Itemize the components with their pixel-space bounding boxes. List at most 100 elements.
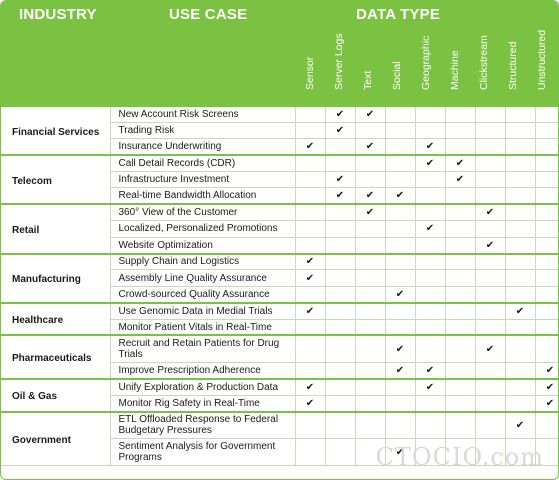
empty-cell	[475, 319, 506, 336]
empty-cell	[295, 438, 326, 467]
checkmark-icon: ✔	[415, 220, 446, 238]
empty-cell	[415, 301, 446, 320]
empty-cell	[475, 269, 506, 287]
data-type-label-text: Unstructured	[536, 29, 548, 90]
empty-cell	[445, 237, 476, 255]
data-type-label: Text	[353, 30, 382, 102]
checkmark-icon: ✔	[355, 138, 386, 156]
checkmark-icon: ✔	[295, 269, 326, 287]
checkmark-icon: ✔	[415, 154, 446, 173]
empty-cell	[385, 395, 416, 413]
empty-cell	[505, 237, 536, 255]
industry-cell: Government	[1, 410, 111, 467]
checkmark-icon: ✔	[445, 171, 476, 189]
empty-cell	[325, 220, 356, 238]
industry-cell: Retail	[1, 203, 111, 255]
use-case-cell: Infrastructure Investment	[110, 171, 296, 189]
matrix-table: Financial Services New Account Risk Scree…	[1, 104, 558, 467]
empty-cell	[445, 377, 476, 396]
data-type-label-text: Social	[391, 61, 403, 90]
empty-cell	[415, 410, 446, 440]
empty-cell	[385, 237, 416, 255]
empty-cell	[295, 203, 326, 222]
empty-cell	[535, 252, 558, 271]
use-case-cell: Website Optimization	[110, 237, 296, 255]
empty-cell	[505, 395, 536, 413]
table-row: Insurance Underwriting ✔ ✔ ✔	[1, 138, 558, 156]
use-case-cell: Localized, Personalized Promotions	[110, 220, 296, 238]
data-type-label: Sensor	[295, 30, 324, 102]
empty-cell	[415, 187, 446, 205]
empty-cell	[445, 252, 476, 271]
empty-cell	[385, 410, 416, 440]
empty-cell	[415, 122, 446, 140]
empty-cell	[535, 104, 558, 123]
empty-cell	[535, 220, 558, 238]
empty-cell	[295, 104, 326, 123]
empty-cell	[355, 319, 386, 336]
empty-cell	[385, 220, 416, 238]
industry-cell: Telecom	[1, 154, 111, 205]
checkmark-icon: ✔	[385, 334, 416, 363]
empty-cell	[415, 438, 446, 467]
empty-cell	[325, 154, 356, 173]
empty-cell	[535, 319, 558, 336]
empty-cell	[475, 301, 506, 320]
empty-cell	[355, 237, 386, 255]
empty-cell	[475, 410, 506, 440]
empty-cell	[535, 203, 558, 222]
checkmark-icon: ✔	[535, 395, 558, 413]
table-row: Monitor Patient Vitals in Real-Time	[1, 319, 558, 336]
use-case-cell: Use Genomic Data in Medial Trials	[110, 301, 296, 320]
empty-cell	[445, 319, 476, 336]
empty-cell	[445, 301, 476, 320]
empty-cell	[295, 334, 326, 363]
checkmark-icon: ✔	[445, 154, 476, 173]
empty-cell	[505, 286, 536, 304]
data-type-label-text: Sensor	[304, 56, 316, 90]
checkmark-icon: ✔	[325, 104, 356, 123]
use-case-cell: Supply Chain and Logistics	[110, 252, 296, 271]
empty-cell	[535, 187, 558, 205]
empty-cell	[325, 319, 356, 336]
checkmark-icon: ✔	[295, 395, 326, 413]
checkmark-icon: ✔	[325, 187, 356, 205]
empty-cell	[355, 154, 386, 173]
empty-cell	[415, 395, 446, 413]
empty-cell	[445, 138, 476, 156]
checkmark-icon: ✔	[475, 203, 506, 222]
empty-cell	[385, 269, 416, 287]
use-case-cell: New Account Risk Screens	[110, 104, 296, 123]
empty-cell	[355, 252, 386, 271]
empty-cell	[535, 237, 558, 255]
empty-cell	[355, 438, 386, 467]
empty-cell	[355, 301, 386, 320]
data-type-label-text: Clickstream	[478, 35, 490, 90]
table-row: Infrastructure Investment ✔ ✔	[1, 171, 558, 189]
use-case-cell: Monitor Rig Safety in Real-Time	[110, 395, 296, 413]
use-case-cell: Call Detail Records (CDR)	[110, 154, 296, 173]
checkmark-icon: ✔	[355, 187, 386, 205]
data-type-header: DATA TYPE	[356, 6, 441, 23]
use-case-cell: Recruit and Retain Patients for Drug Tri…	[110, 334, 296, 363]
data-type-label-text: Machine	[449, 50, 461, 90]
empty-cell	[505, 154, 536, 173]
checkmark-icon: ✔	[475, 334, 506, 363]
data-type-label: Unstructured	[527, 30, 556, 102]
table-row: Manufacturing Supply Chain and Logistics ✔	[1, 252, 558, 304]
empty-cell	[355, 334, 386, 363]
checkmark-icon: ✔	[385, 438, 416, 467]
empty-cell	[535, 410, 558, 440]
checkmark-icon: ✔	[385, 187, 416, 205]
industry-cell: Manufacturing	[1, 252, 111, 304]
use-case-cell: Insurance Underwriting	[110, 138, 296, 156]
empty-cell	[355, 286, 386, 304]
empty-cell	[475, 220, 506, 238]
empty-cell	[295, 237, 326, 255]
use-case-cell: Improve Prescription Adherence	[110, 362, 296, 380]
empty-cell	[355, 220, 386, 238]
empty-cell	[445, 104, 476, 123]
empty-cell	[385, 377, 416, 396]
table-row: Trading Risk ✔	[1, 122, 558, 140]
